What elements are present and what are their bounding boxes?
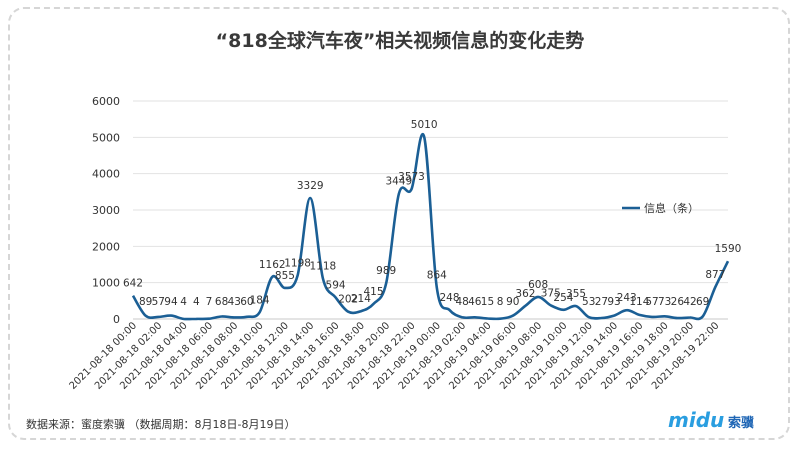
- data-label: 69: [696, 296, 709, 308]
- data-label: 94: [164, 296, 178, 308]
- y-tick-label: 6000: [92, 95, 120, 108]
- data-label: 27: [595, 296, 608, 308]
- data-label: 43: [228, 296, 241, 308]
- legend: 信息（条）: [622, 201, 699, 215]
- data-label: 184: [250, 294, 270, 306]
- data-label: 8: [497, 296, 504, 308]
- data-label: 214: [351, 293, 371, 305]
- y-tick-label: 0: [113, 313, 120, 326]
- data-label: 864: [427, 270, 447, 282]
- data-source-note: 数据来源：蜜度索骥 （数据周期：8月18日-8月19日）: [26, 418, 296, 431]
- data-label: 4: [193, 296, 200, 308]
- data-label: 42: [683, 296, 696, 308]
- data-label: 46: [468, 296, 482, 308]
- grid-lines: [133, 100, 728, 320]
- data-label: 415: [364, 286, 384, 298]
- data-label: 68: [215, 296, 228, 308]
- legend-label: 信息（条）: [644, 201, 699, 215]
- data-label: 1198: [284, 257, 311, 269]
- data-label: 4: [180, 296, 187, 308]
- data-label: 3449: [385, 176, 412, 188]
- data-label: 877: [705, 269, 725, 281]
- data-label: 3329: [297, 180, 324, 192]
- data-label: 15: [481, 296, 494, 308]
- data-label: 89: [139, 296, 152, 308]
- data-label: 3573: [398, 171, 425, 183]
- data-label: 60: [240, 296, 253, 308]
- data-label: 1590: [715, 243, 742, 255]
- data-label: 114: [629, 296, 649, 308]
- y-tick-label: 1000: [92, 277, 120, 290]
- data-label: 5010: [411, 119, 438, 131]
- data-label: 248: [439, 292, 459, 304]
- y-axis-ticks: 0 1000 2000 3000 4000 5000 6000: [92, 95, 120, 326]
- data-label: 855: [275, 270, 295, 282]
- data-label: 1118: [310, 260, 337, 272]
- series-line: [131, 132, 730, 321]
- data-label: 989: [376, 265, 396, 277]
- data-label: 243: [617, 292, 637, 304]
- y-tick-label: 3000: [92, 204, 120, 217]
- brand-logo: midu: [668, 408, 725, 432]
- brand-name: 索骥: [728, 416, 755, 431]
- data-label: 7: [206, 296, 213, 308]
- data-label: 594: [326, 279, 346, 291]
- y-tick-label: 2000: [92, 240, 120, 253]
- data-label: 48: [455, 296, 468, 308]
- data-label: 57: [645, 296, 658, 308]
- data-label: 1162: [259, 259, 286, 271]
- data-label: 642: [123, 278, 143, 290]
- data-label: 362: [515, 288, 535, 300]
- data-label: 608: [528, 279, 548, 291]
- data-label: 53: [582, 296, 595, 308]
- data-label: 93: [607, 296, 620, 308]
- y-tick-label: 5000: [92, 131, 120, 144]
- data-label: 26: [671, 296, 685, 308]
- data-label: 73: [658, 296, 671, 308]
- data-label: 254: [553, 292, 573, 304]
- data-label: 57: [152, 296, 165, 308]
- data-label: 355: [566, 288, 586, 300]
- chart-title: “818全球汽车夜”相关视频信息的变化走势: [215, 30, 585, 52]
- data-label: 375: [541, 287, 561, 299]
- data-label: 202: [338, 294, 358, 306]
- data-label: 90: [506, 296, 519, 308]
- chart-card: [8, 7, 790, 440]
- y-tick-label: 4000: [92, 168, 120, 181]
